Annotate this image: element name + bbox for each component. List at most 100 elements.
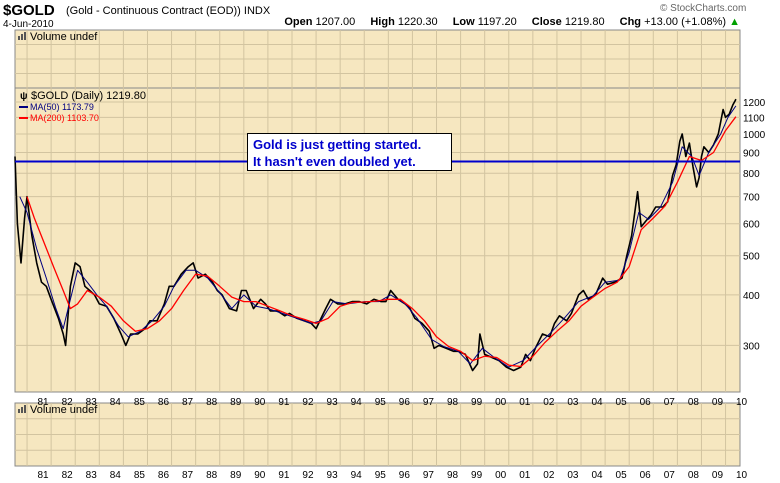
price-stats: Open 1207.00 High 1220.30 Low 1197.20 Cl… [284,16,740,28]
x-tick-label-bottom: 88 [206,470,218,481]
x-tick-label-bottom: 92 [302,470,314,481]
x-tick-label-bottom: 93 [327,470,339,481]
up-arrow-icon: ▲ [729,16,740,28]
x-tick-label: 81 [37,397,49,408]
y-tick-label: 300 [743,341,760,352]
y-tick-label: 400 [743,291,760,302]
open-label: Open [284,16,313,28]
x-tick-label-bottom: 81 [37,470,49,481]
x-tick-label-bottom: 83 [86,470,98,481]
x-tick-label-bottom: 02 [543,470,555,481]
close-value: 1219.80 [564,16,605,28]
x-tick-label: 99 [471,397,483,408]
x-tick-label-bottom: 07 [664,470,676,481]
x-tick-label-bottom: 98 [447,470,459,481]
annotation-box: Gold is just getting started. It hasn't … [247,133,452,171]
x-tick-label: 87 [182,397,194,408]
x-tick-label: 98 [447,397,459,408]
annotation-line-1: Gold is just getting started. [253,137,422,152]
x-tick-label: 04 [591,397,603,408]
x-tick-label: 83 [86,397,98,408]
x-tick-label: 07 [664,397,676,408]
volume-label-bottom: Volume undef [30,404,98,416]
y-tick-label: 800 [743,169,760,180]
x-tick-label: 88 [206,397,218,408]
description-text: (Gold - Continuous Contract (EOD)) [66,5,241,17]
chart-date: 4-Jun-2010 [3,19,54,30]
icon-bar [24,405,26,413]
x-tick-label: 86 [158,397,170,408]
x-tick-label-bottom: 96 [399,470,411,481]
chg-value: +13.00 (+1.08%) [644,16,727,28]
x-tick-label: 00 [495,397,507,408]
x-tick-label: 06 [640,397,652,408]
y-tick-label: 1200 [743,98,766,109]
exchange-text: INDX [243,5,271,17]
x-tick-label-bottom: 09 [712,470,724,481]
x-tick-label-bottom: 82 [62,470,74,481]
x-tick-label-bottom: 86 [158,470,170,481]
x-tick-label-bottom: 05 [616,470,628,481]
high-label: High [370,16,395,28]
x-tick-label-bottom: 89 [230,470,242,481]
x-tick-label: 89 [230,397,242,408]
symbol-description: (Gold - Continuous Contract (EOD)) INDX [66,5,270,17]
low-value: 1197.20 [477,16,517,28]
x-tick-label: 97 [423,397,435,408]
icon-bar [18,409,20,413]
icon-bar [18,36,20,40]
x-tick-label: 95 [375,397,387,408]
y-tick-label: 700 [743,193,760,204]
volume-bars-icon [18,405,26,413]
icon-bar [21,34,23,40]
x-tick-label-bottom: 06 [640,470,652,481]
x-tick-label: 01 [519,397,531,408]
y-tick-label: 600 [743,220,760,231]
x-tick-label: 10 [736,397,748,408]
x-tick-label: 03 [567,397,579,408]
y-tick-label: 1100 [743,113,765,124]
x-tick-label-bottom: 08 [688,470,700,481]
candle-icon: ψ [20,91,28,102]
x-tick-label-bottom: 04 [591,470,603,481]
x-tick-label: 82 [62,397,74,408]
y-tick-label: 1000 [743,130,766,141]
icon-bar [24,32,26,40]
legend-ma50: MA(50) 1173.79 [30,102,94,112]
x-tick-label: 84 [110,397,122,408]
x-tick-label: 90 [254,397,266,408]
x-tick-label-bottom: 85 [134,470,146,481]
x-tick-label-bottom: 95 [375,470,387,481]
y-tick-label: 500 [743,252,760,263]
x-tick-label-bottom: 01 [519,470,531,481]
x-tick-label-bottom: 00 [495,470,507,481]
x-tick-label: 85 [134,397,146,408]
x-tick-label-bottom: 03 [567,470,579,481]
x-tick-label: 05 [616,397,628,408]
brand-watermark: © StockCharts.com [660,3,747,14]
x-tick-label: 09 [712,397,724,408]
series-ma200 [26,116,737,368]
x-tick-label-bottom: 10 [736,470,748,481]
x-tick-label: 96 [399,397,411,408]
x-tick-label-bottom: 90 [254,470,266,481]
x-tick-label: 94 [351,397,363,408]
x-tick-label-bottom: 91 [278,470,290,481]
volume-label-top: Volume undef [30,31,98,43]
x-tick-label-bottom: 97 [423,470,435,481]
volume-bars-icon [18,32,26,40]
close-label: Close [531,16,562,28]
icon-bar [21,407,23,413]
x-tick-label: 91 [278,397,290,408]
x-tick-label: 02 [543,397,555,408]
x-tick-label: 08 [688,397,700,408]
chg-label: Chg [619,16,642,28]
y-tick-label: 900 [743,149,760,160]
symbol-title: $GOLD [3,2,55,19]
annotation-line-2: It hasn't even doubled yet. [253,154,416,169]
high-value: 1220.30 [397,16,438,28]
legend-price: $GOLD (Daily) 1219.80 [31,90,146,102]
x-tick-label-bottom: 87 [182,470,194,481]
x-tick-label: 92 [302,397,314,408]
